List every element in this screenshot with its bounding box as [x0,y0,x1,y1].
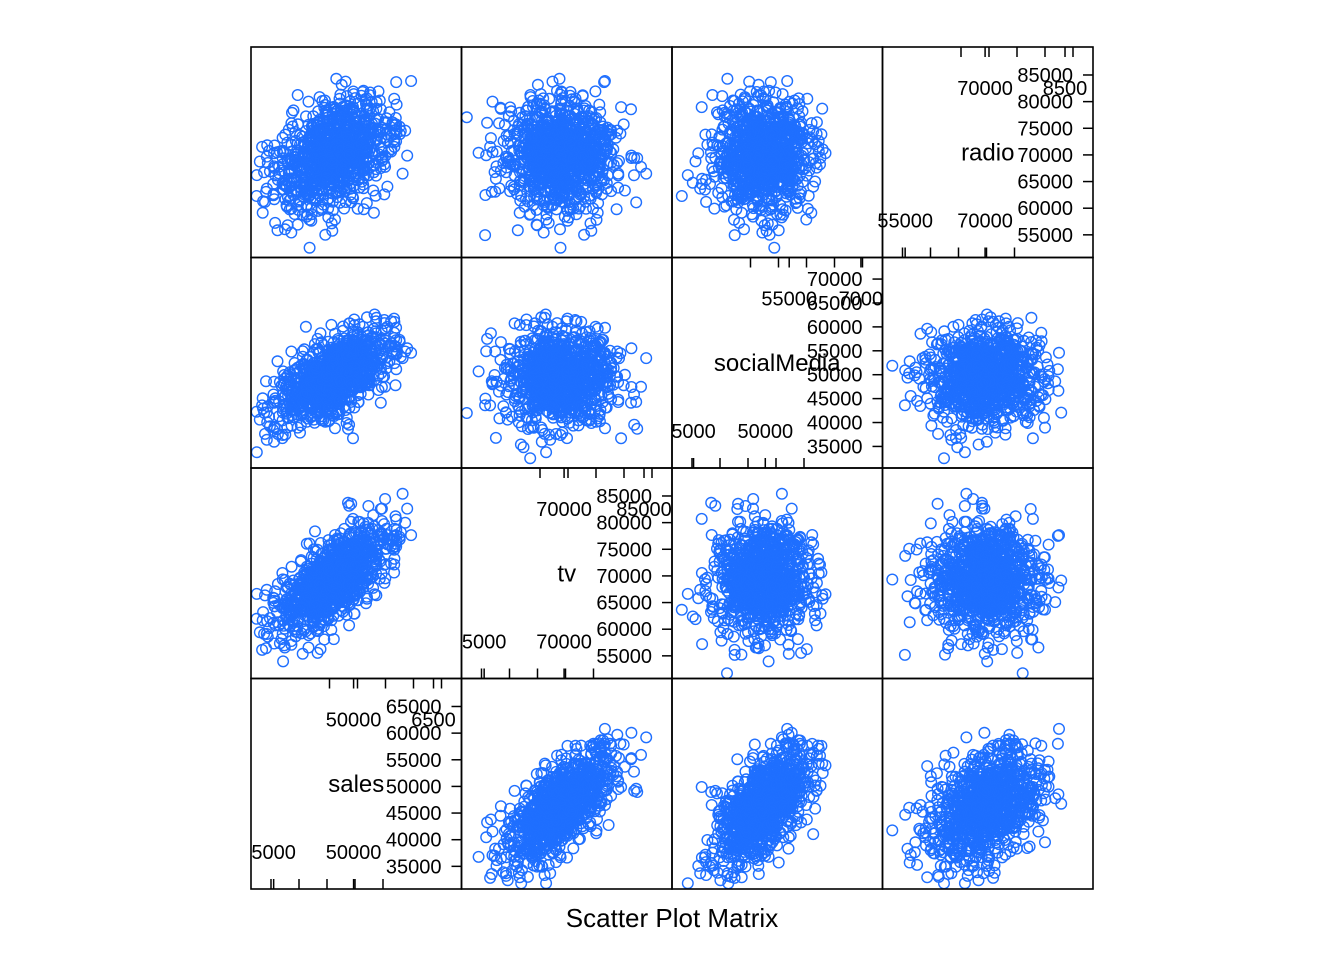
data-point [482,118,493,129]
data-point [389,93,400,104]
data-point [376,397,387,408]
data-point [480,230,491,241]
data-point [626,104,637,115]
data-point [555,242,566,253]
data-point [251,170,262,181]
data-point [303,96,314,107]
data-point [286,346,297,357]
data-point [554,74,565,85]
data-point [462,408,473,419]
data-point [481,150,492,161]
data-point [473,148,484,159]
data-points [251,74,1066,889]
data-point [292,219,303,230]
data-point [641,353,652,364]
data-point [390,380,401,391]
data-point [611,204,622,215]
data-point [513,225,524,236]
data-point [770,87,781,98]
panel-sales-vs-socialMedia [251,309,416,457]
data-point [626,343,637,354]
data-point [696,102,707,113]
data-point [330,423,341,434]
data-point [525,453,536,464]
data-point [533,80,544,91]
data-point [373,385,384,396]
data-point [616,433,627,444]
data-point [352,204,363,215]
data-point [590,86,601,97]
data-point [616,102,627,113]
data-point [518,442,529,453]
data-point [257,208,268,219]
data-point [547,76,558,87]
data-point [498,401,509,412]
data-point [531,219,542,230]
data-point [406,76,417,87]
data-point [631,197,642,208]
data-point [491,433,502,444]
panel-socialMedia-vs-radio [677,74,831,254]
data-point [612,346,623,357]
data-point [722,74,733,85]
data-point [677,191,688,202]
data-point [397,168,408,179]
data-point [555,224,566,235]
data-point [462,112,473,123]
data-point [369,208,380,219]
data-point [618,119,629,130]
data-point [620,185,631,196]
data-point [585,218,596,229]
data-point [301,322,312,333]
data-point [473,366,484,377]
panel-tv-vs-socialMedia [462,309,652,463]
data-point [304,242,315,253]
data-point [683,170,694,181]
data-point [541,447,552,458]
data-point [773,225,784,236]
panel-tv-vs-radio [462,74,652,254]
data-point [591,214,602,225]
data-point [769,242,780,253]
data-point [717,91,728,102]
data-point [402,150,413,161]
panel-sales-vs-radio [251,74,416,254]
data-point [817,103,828,114]
data-point [251,447,262,458]
data-point [391,77,402,88]
data-point [782,76,793,87]
data-point [272,356,283,367]
panel-radio-vs-socialMedia [887,309,1066,463]
data-point [270,218,281,229]
data-point [480,190,491,201]
data-point [700,129,711,140]
data-point [261,376,272,387]
data-point [516,439,527,450]
data-point [707,90,718,101]
data-point [701,197,712,208]
data-point [292,90,303,101]
